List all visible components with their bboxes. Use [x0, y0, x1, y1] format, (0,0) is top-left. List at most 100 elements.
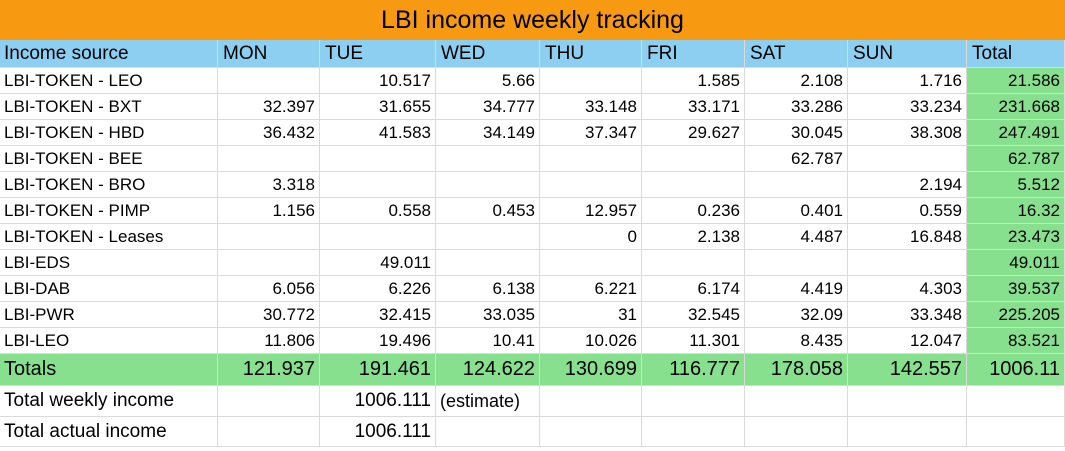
header-cell-sat[interactable]: SAT	[745, 40, 848, 68]
value-cell-thu[interactable]: 6.221	[540, 276, 642, 302]
value-cell-wed[interactable]: 5.66	[436, 68, 540, 94]
empty-cell[interactable]	[848, 386, 967, 417]
row-total-cell[interactable]: 247.491	[967, 120, 1065, 146]
row-total-cell[interactable]: 23.473	[967, 224, 1065, 250]
weekly-income-label[interactable]: Total weekly income	[0, 386, 218, 417]
row-label-cell[interactable]: LBI-TOKEN - BXT	[0, 94, 218, 120]
value-cell-fri[interactable]	[642, 146, 745, 172]
value-cell-sun[interactable]: 33.348	[848, 302, 967, 328]
row-total-cell[interactable]: 225.205	[967, 302, 1065, 328]
empty-cell[interactable]	[218, 386, 320, 417]
value-cell-fri[interactable]: 11.301	[642, 328, 745, 354]
value-cell-tue[interactable]: 49.011	[320, 250, 436, 276]
weekly-income-value[interactable]: 1006.111	[320, 386, 436, 417]
value-cell-mon[interactable]: 11.806	[218, 328, 320, 354]
value-cell-mon[interactable]: 6.056	[218, 276, 320, 302]
value-cell-mon[interactable]: 3.318	[218, 172, 320, 198]
row-label-cell[interactable]: LBI-TOKEN - PIMP	[0, 198, 218, 224]
value-cell-wed[interactable]: 6.138	[436, 276, 540, 302]
value-cell-sat[interactable]: 62.787	[745, 146, 848, 172]
value-cell-tue[interactable]: 19.496	[320, 328, 436, 354]
value-cell-fri[interactable]: 29.627	[642, 120, 745, 146]
value-cell-mon[interactable]	[218, 68, 320, 94]
value-cell-sun[interactable]: 0.559	[848, 198, 967, 224]
value-cell-sun[interactable]: 16.848	[848, 224, 967, 250]
row-label-cell[interactable]: LBI-TOKEN - HBD	[0, 120, 218, 146]
totals-cell-fri[interactable]: 116.777	[642, 354, 745, 386]
row-label-cell[interactable]: LBI-TOKEN - BRO	[0, 172, 218, 198]
value-cell-fri[interactable]: 32.545	[642, 302, 745, 328]
header-cell-thu[interactable]: THU	[540, 40, 642, 68]
value-cell-sun[interactable]: 1.716	[848, 68, 967, 94]
totals-cell-tue[interactable]: 191.461	[320, 354, 436, 386]
value-cell-sun[interactable]	[848, 250, 967, 276]
actual-income-label[interactable]: Total actual income	[0, 417, 218, 447]
row-label-cell[interactable]: LBI-TOKEN - LEO	[0, 68, 218, 94]
row-total-cell[interactable]: 5.512	[967, 172, 1065, 198]
value-cell-tue[interactable]: 31.655	[320, 94, 436, 120]
header-cell-mon[interactable]: MON	[218, 40, 320, 68]
totals-cell-sun[interactable]: 142.557	[848, 354, 967, 386]
value-cell-sat[interactable]: 30.045	[745, 120, 848, 146]
totals-label-cell[interactable]: Totals	[0, 354, 218, 386]
value-cell-fri[interactable]: 2.138	[642, 224, 745, 250]
value-cell-wed[interactable]: 33.035	[436, 302, 540, 328]
empty-cell[interactable]	[642, 386, 745, 417]
value-cell-mon[interactable]: 36.432	[218, 120, 320, 146]
value-cell-mon[interactable]	[218, 250, 320, 276]
value-cell-thu[interactable]	[540, 172, 642, 198]
weekly-income-note[interactable]: (estimate)	[436, 386, 540, 417]
value-cell-thu[interactable]	[540, 146, 642, 172]
totals-cell-sat[interactable]: 178.058	[745, 354, 848, 386]
value-cell-wed[interactable]: 0.453	[436, 198, 540, 224]
value-cell-thu[interactable]: 12.957	[540, 198, 642, 224]
value-cell-sat[interactable]: 0.401	[745, 198, 848, 224]
value-cell-mon[interactable]: 30.772	[218, 302, 320, 328]
value-cell-tue[interactable]	[320, 224, 436, 250]
value-cell-thu[interactable]: 0	[540, 224, 642, 250]
value-cell-sat[interactable]: 8.435	[745, 328, 848, 354]
header-cell-income-source[interactable]: Income source	[0, 40, 218, 68]
value-cell-sun[interactable]: 2.194	[848, 172, 967, 198]
value-cell-tue[interactable]: 0.558	[320, 198, 436, 224]
empty-cell[interactable]	[745, 417, 848, 447]
empty-cell[interactable]	[218, 417, 320, 447]
value-cell-mon[interactable]: 1.156	[218, 198, 320, 224]
value-cell-thu[interactable]: 37.347	[540, 120, 642, 146]
value-cell-tue[interactable]: 41.583	[320, 120, 436, 146]
value-cell-sat[interactable]	[745, 250, 848, 276]
value-cell-wed[interactable]: 34.149	[436, 120, 540, 146]
value-cell-thu[interactable]	[540, 68, 642, 94]
value-cell-sat[interactable]: 32.09	[745, 302, 848, 328]
empty-cell[interactable]	[642, 417, 745, 447]
value-cell-sat[interactable]: 33.286	[745, 94, 848, 120]
value-cell-sat[interactable]: 2.108	[745, 68, 848, 94]
value-cell-wed[interactable]	[436, 224, 540, 250]
value-cell-fri[interactable]: 6.174	[642, 276, 745, 302]
empty-cell[interactable]	[540, 417, 642, 447]
value-cell-sun[interactable]: 12.047	[848, 328, 967, 354]
value-cell-wed[interactable]	[436, 146, 540, 172]
value-cell-sat[interactable]	[745, 172, 848, 198]
value-cell-wed[interactable]	[436, 172, 540, 198]
header-cell-fri[interactable]: FRI	[642, 40, 745, 68]
row-total-cell[interactable]: 39.537	[967, 276, 1065, 302]
value-cell-mon[interactable]: 32.397	[218, 94, 320, 120]
value-cell-fri[interactable]	[642, 250, 745, 276]
value-cell-tue[interactable]	[320, 172, 436, 198]
totals-cell-thu[interactable]: 130.699	[540, 354, 642, 386]
value-cell-mon[interactable]	[218, 146, 320, 172]
row-total-cell[interactable]: 16.32	[967, 198, 1065, 224]
totals-cell-wed[interactable]: 124.622	[436, 354, 540, 386]
sheet-title[interactable]: LBI income weekly tracking	[0, 0, 1065, 40]
value-cell-tue[interactable]: 6.226	[320, 276, 436, 302]
empty-cell[interactable]	[848, 417, 967, 447]
value-cell-fri[interactable]: 1.585	[642, 68, 745, 94]
empty-cell[interactable]	[745, 386, 848, 417]
value-cell-thu[interactable]: 33.148	[540, 94, 642, 120]
value-cell-fri[interactable]: 0.236	[642, 198, 745, 224]
value-cell-thu[interactable]: 31	[540, 302, 642, 328]
empty-cell[interactable]	[967, 386, 1065, 417]
header-cell-wed[interactable]: WED	[436, 40, 540, 68]
value-cell-wed[interactable]: 34.777	[436, 94, 540, 120]
